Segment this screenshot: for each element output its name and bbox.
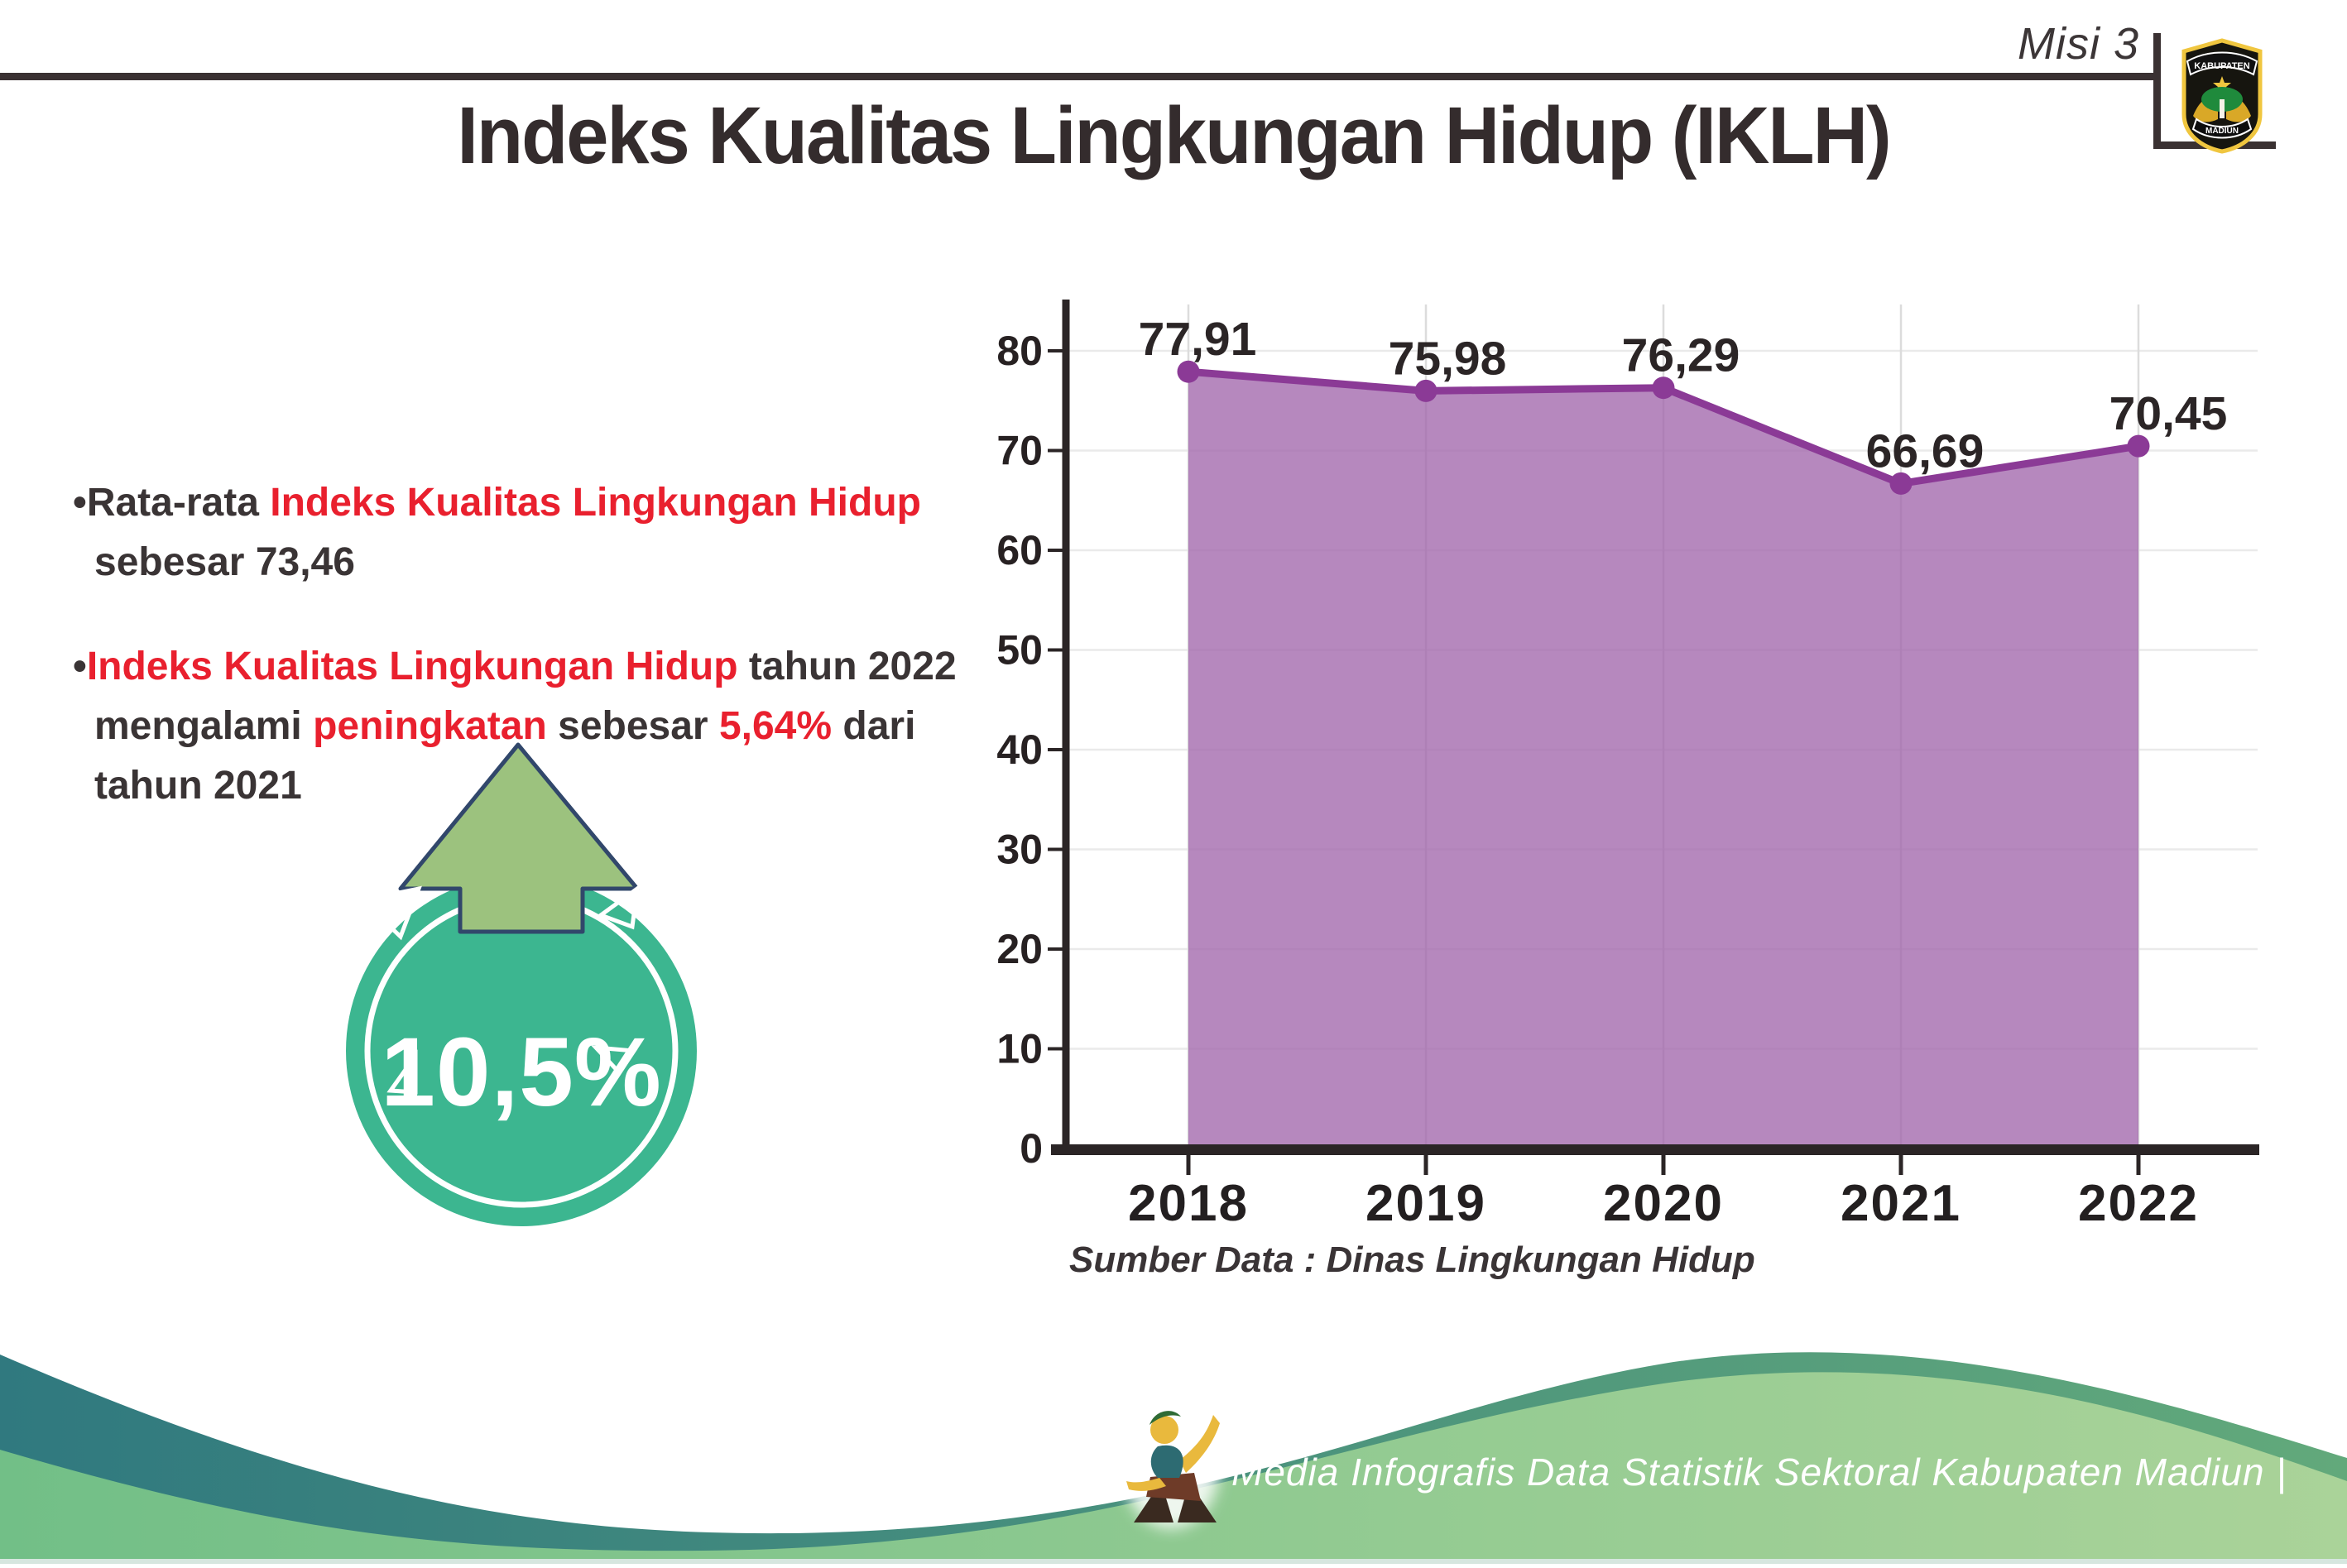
x-axis-line — [1051, 1144, 2259, 1155]
seal-svg: KABUPATEN MADIUN — [2181, 38, 2263, 154]
badge-percentage-value: 10,5% — [381, 1018, 662, 1127]
footer-wave-green — [0, 1372, 2347, 1564]
data-point-marker — [2127, 434, 2150, 458]
series-area — [1188, 372, 2138, 1148]
footer-svg — [0, 1352, 2347, 1564]
y-tick-label: 30 — [996, 827, 1043, 873]
y-tick-label: 40 — [996, 726, 1043, 773]
summary-bullets: •Rata-rata Indeks Kualitas Lingkungan Hi… — [73, 473, 967, 861]
mascot-raised-arm — [1179, 1415, 1220, 1473]
data-point-marker — [1652, 376, 1675, 400]
data-point-label: 66,69 — [1866, 424, 1985, 477]
sparkle-triangle-top-left — [358, 885, 422, 941]
text-segment: Rata-rata — [86, 481, 271, 525]
seal-top-ribbon — [2186, 51, 2258, 76]
data-point-marker — [1177, 360, 1200, 383]
text-segment: peningkatan — [313, 704, 547, 748]
mascot-cap — [1150, 1411, 1181, 1425]
kabupaten-madiun-seal-icon: KABUPATEN MADIUN — [2175, 35, 2269, 156]
x-tick-label: 2018 — [1128, 1175, 1249, 1225]
seal-bottom-text: MADIUN — [2205, 127, 2239, 136]
data-source-note: Sumber Data : Dinas Lingkungan Hidup — [1069, 1240, 1755, 1280]
x-tick-label: 2021 — [1841, 1175, 1961, 1225]
text-segment: sebesar 73,46 — [94, 540, 355, 584]
bottom-edge-strip — [0, 1559, 2347, 1564]
increase-badge: 10,5% — [329, 726, 720, 1243]
text-segment: mengalami — [94, 704, 314, 748]
mascot-left-arm — [1126, 1478, 1166, 1491]
bullet-marker: • — [73, 481, 87, 525]
sparkle-triangle-bottom-left — [386, 1049, 418, 1095]
mission-label: Misi 3 — [2017, 19, 2139, 69]
iklh-area-chart: 0 10 20 30 40 50 60 70 80 2018 2019 2020 2021 2022 77,… — [952, 290, 2292, 1232]
data-point-label: 77,91 — [1139, 313, 1257, 366]
chart-svg: 0 10 20 30 40 50 60 70 80 2018 2019 2020 2021 2022 77,… — [996, 300, 2259, 1232]
bullet-text: Rata-rata Indeks Kualitas Lingkungan Hid… — [87, 481, 921, 584]
y-tick-label: 60 — [996, 527, 1043, 573]
y-tick-label: 80 — [996, 328, 1043, 374]
sparkle-triangle-bottom-right — [590, 1044, 638, 1076]
bullet-marker: • — [73, 645, 87, 688]
x-tick-label: 2019 — [1365, 1175, 1486, 1225]
badge-svg: 10,5% — [346, 742, 697, 1226]
y-tick-label: 10 — [996, 1026, 1043, 1072]
data-point-label: 76,29 — [1622, 329, 1740, 382]
text-segment: tahun 2021 — [94, 764, 302, 808]
data-point-marker — [1414, 379, 1437, 402]
page-title: Indeks Kualitas Lingkungan Hidup (IKLH) — [457, 90, 1891, 181]
y-axis-line — [1062, 300, 1070, 1155]
text-segment: sebesar — [546, 704, 719, 748]
bullet-increase-iklh: •Indeks Kualitas Lingkungan Hidup tahun … — [73, 637, 967, 816]
y-tick-label: 70 — [996, 428, 1043, 474]
footer-credit-text: Media Infografis Data Statistik Sektoral… — [1231, 1451, 2287, 1494]
text-segment: dari — [832, 704, 916, 748]
y-tick-label: 50 — [996, 627, 1043, 674]
text-segment: tahun 2022 — [737, 645, 957, 688]
bullet-text: Indeks Kualitas Lingkungan Hidup tahun 2… — [87, 645, 957, 808]
text-segment: Indeks Kualitas Lingkungan Hidup — [86, 645, 738, 688]
y-tick-label: 20 — [996, 926, 1043, 972]
text-segment: 5,64% — [718, 704, 833, 748]
footer-waves — [0, 1291, 2347, 1564]
seal-tree-trunk — [2220, 99, 2225, 118]
seal-top-text: KABUPATEN — [2194, 61, 2249, 71]
x-tick-label: 2020 — [1603, 1175, 1724, 1225]
dancer-mascot-icon — [1123, 1409, 1220, 1528]
data-point-label: 70,45 — [2109, 387, 2228, 440]
y-tick-label: 0 — [1020, 1125, 1043, 1172]
sparkle-triangle-top-right — [596, 884, 641, 930]
x-tick-label: 2022 — [2078, 1175, 2199, 1225]
seal-bottom-ribbon — [2191, 117, 2253, 139]
bullet-average-iklh: •Rata-rata Indeks Kualitas Lingkungan Hi… — [73, 473, 967, 592]
mascot-torso-sash — [1150, 1445, 1183, 1478]
data-point-label: 75,98 — [1389, 332, 1507, 385]
data-point-marker — [1889, 472, 1913, 495]
logo-bracket-vertical — [2153, 33, 2161, 149]
header-rule — [0, 73, 2157, 80]
badge-circle — [346, 875, 697, 1226]
mascot-head — [1150, 1416, 1178, 1444]
text-segment: Indeks Kualitas Lingkungan Hidup — [270, 481, 921, 525]
